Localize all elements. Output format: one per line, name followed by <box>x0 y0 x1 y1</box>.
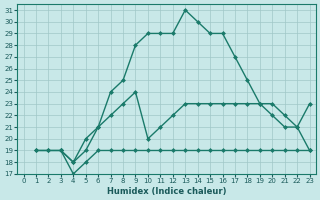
X-axis label: Humidex (Indice chaleur): Humidex (Indice chaleur) <box>107 187 226 196</box>
